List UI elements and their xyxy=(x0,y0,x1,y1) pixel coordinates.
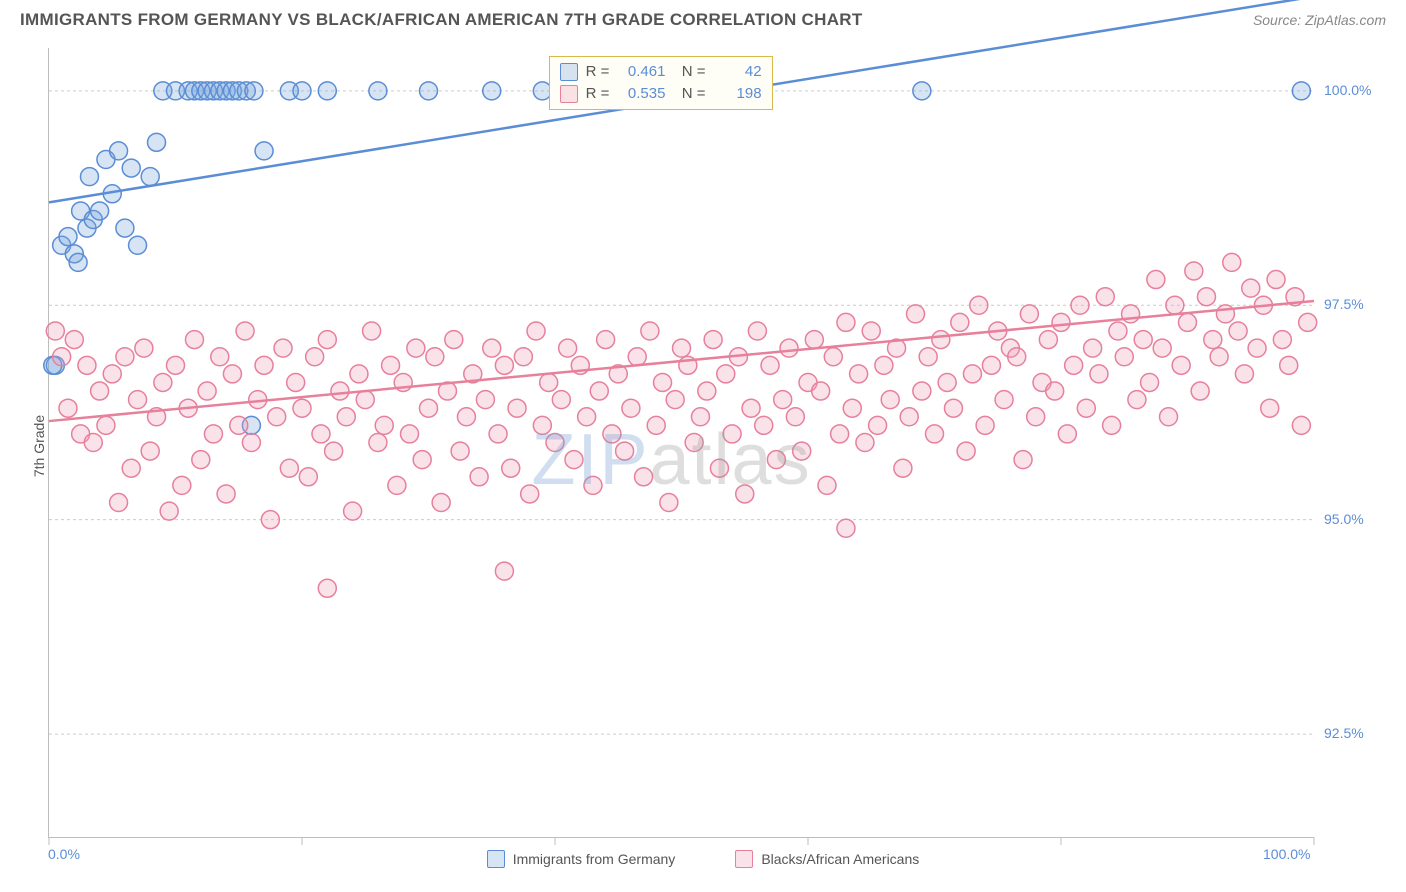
stat-n-label: N = xyxy=(673,61,705,83)
swatch-icon xyxy=(560,63,578,81)
y-tick-label: 97.5% xyxy=(1324,296,1404,312)
correlation-stats-box: R = 0.461 N = 42 R = 0.535 N = 198 xyxy=(549,56,773,110)
swatch-icon xyxy=(487,850,505,868)
stat-r-label: R = xyxy=(586,83,610,105)
swatch-icon xyxy=(735,850,753,868)
bottom-legend: Immigrants from Germany Blacks/African Am… xyxy=(0,850,1406,868)
legend-item-germany: Immigrants from Germany xyxy=(487,850,676,868)
legend-label: Immigrants from Germany xyxy=(513,851,676,867)
y-axis-label: 7th Grade xyxy=(31,415,47,477)
plot-area: ZIPatlas R =0.461 N =42R =0.535 N =198 xyxy=(48,48,1314,838)
legend-item-black: Blacks/African Americans xyxy=(735,850,919,868)
stat-n-label: N = xyxy=(673,83,705,105)
source-label: Source: ZipAtlas.com xyxy=(1253,12,1386,28)
y-tick-label: 100.0% xyxy=(1324,82,1404,98)
stat-n-value: 42 xyxy=(714,61,762,83)
scatter-plot-svg xyxy=(49,48,1314,837)
chart-title: IMMIGRANTS FROM GERMANY VS BLACK/AFRICAN… xyxy=(20,10,863,30)
swatch-icon xyxy=(560,85,578,103)
legend-label: Blacks/African Americans xyxy=(761,851,919,867)
stat-row-germany: R = 0.461 N = 42 xyxy=(560,61,762,83)
y-tick-label: 95.0% xyxy=(1324,511,1404,527)
stat-r-label: R = xyxy=(586,61,610,83)
y-tick-label: 92.5% xyxy=(1324,725,1404,741)
stat-n-value: 198 xyxy=(714,83,762,105)
stat-r-value: 0.461 xyxy=(617,61,665,83)
title-bar: IMMIGRANTS FROM GERMANY VS BLACK/AFRICAN… xyxy=(0,0,1406,36)
stat-row-black: R = 0.535 N = 198 xyxy=(560,83,762,105)
stat-r-value: 0.535 xyxy=(617,83,665,105)
